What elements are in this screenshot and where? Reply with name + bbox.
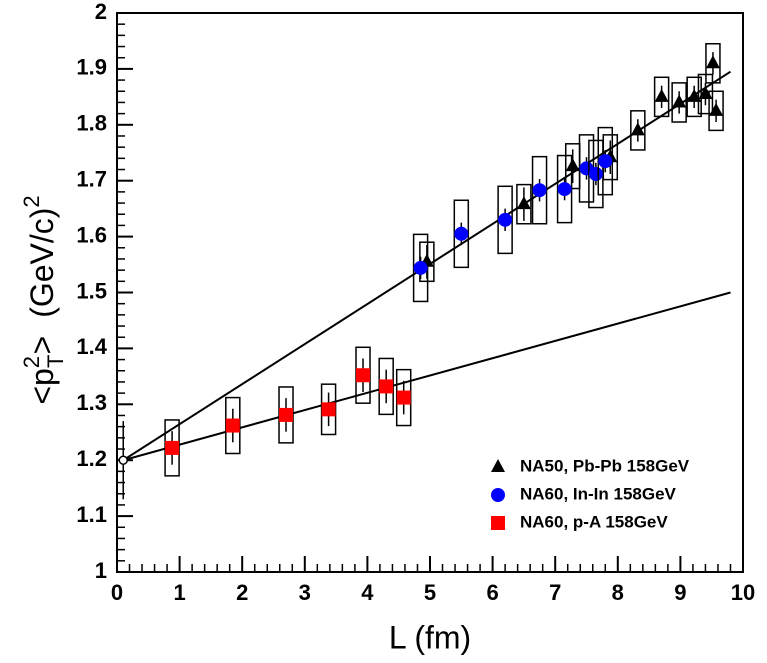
marker-square xyxy=(379,379,394,394)
fit-line xyxy=(122,291,731,462)
x-tick-label: 8 xyxy=(612,580,624,605)
x-tick-label: 7 xyxy=(549,580,561,605)
marker-circle xyxy=(454,226,469,241)
y-label-part: > xyxy=(24,336,60,355)
y-tick-label: 2 xyxy=(95,0,107,24)
y-axis-label-text: <p2T>(GeV/c)2 xyxy=(19,195,68,404)
legend-label: NA60, In-In 158GeV xyxy=(520,484,677,503)
y-tick-label: 1.6 xyxy=(76,222,107,247)
syst-box xyxy=(708,90,724,132)
y-axis-label: <p2T>(GeV/c)2 xyxy=(19,195,68,404)
marker-square xyxy=(356,368,371,383)
x-axis-label: L (fm) xyxy=(389,619,471,655)
marker-triangle xyxy=(491,459,505,472)
x-tick-label: 5 xyxy=(424,580,436,605)
x-tick-label: 4 xyxy=(361,580,374,605)
marker-square xyxy=(396,390,411,405)
syst-box xyxy=(653,76,670,118)
marker-triangle xyxy=(672,94,687,108)
y-tick-label: 1.3 xyxy=(76,390,107,415)
y-label-part: 2 xyxy=(19,195,44,207)
marker-square xyxy=(491,516,505,530)
y-tick-label: 1.9 xyxy=(76,55,107,80)
marker-triangle xyxy=(709,102,724,116)
x-tick-label: 6 xyxy=(486,580,498,605)
x-tick-label: 1 xyxy=(173,580,185,605)
legend-label: NA60, p-A 158GeV xyxy=(520,512,668,531)
marker-triangle xyxy=(565,158,580,172)
y-label-part: 2 xyxy=(19,356,44,368)
syst-box xyxy=(630,110,646,151)
y-label-part: (GeV/c) xyxy=(24,208,60,318)
y-tick-label: 1 xyxy=(95,558,107,583)
marker-triangle xyxy=(654,88,669,102)
x-tick-label: 9 xyxy=(674,580,686,605)
syst-box xyxy=(671,82,687,123)
y-tick-label: 1.1 xyxy=(76,502,107,527)
marker-circle xyxy=(588,166,603,181)
marker-triangle xyxy=(705,55,720,69)
y-tick-label: 1.5 xyxy=(76,278,107,303)
marker-square xyxy=(225,418,240,433)
marker-triangle xyxy=(516,196,531,210)
marker-triangle xyxy=(630,122,645,136)
marker-circle xyxy=(491,488,505,502)
syst-box xyxy=(705,42,721,84)
syst-box xyxy=(516,183,532,225)
x-tick-label: 10 xyxy=(731,580,755,605)
reference-point xyxy=(118,455,129,465)
marker-circle xyxy=(532,183,547,198)
marker-circle xyxy=(498,212,513,227)
marker-circle xyxy=(557,182,572,197)
marker-square xyxy=(321,402,336,417)
marker-square xyxy=(279,407,294,422)
y-tick-label: 1.4 xyxy=(76,334,107,359)
x-tick-label: 0 xyxy=(111,580,123,605)
marker-circle xyxy=(413,260,428,275)
y-tick-label: 1.8 xyxy=(76,111,107,136)
x-tick-label: 3 xyxy=(299,580,311,605)
y-tick-label: 1.2 xyxy=(76,446,107,471)
y-tick-label: 1.7 xyxy=(76,167,107,192)
x-tick-label: 2 xyxy=(236,580,248,605)
marker-triangle xyxy=(687,88,702,102)
legend-label: NA50, Pb-Pb 158GeV xyxy=(520,456,690,475)
y-label-part: <p xyxy=(24,368,60,404)
marker-circle xyxy=(598,154,613,169)
y-label-part: T xyxy=(43,354,68,367)
marker-square xyxy=(165,440,180,455)
